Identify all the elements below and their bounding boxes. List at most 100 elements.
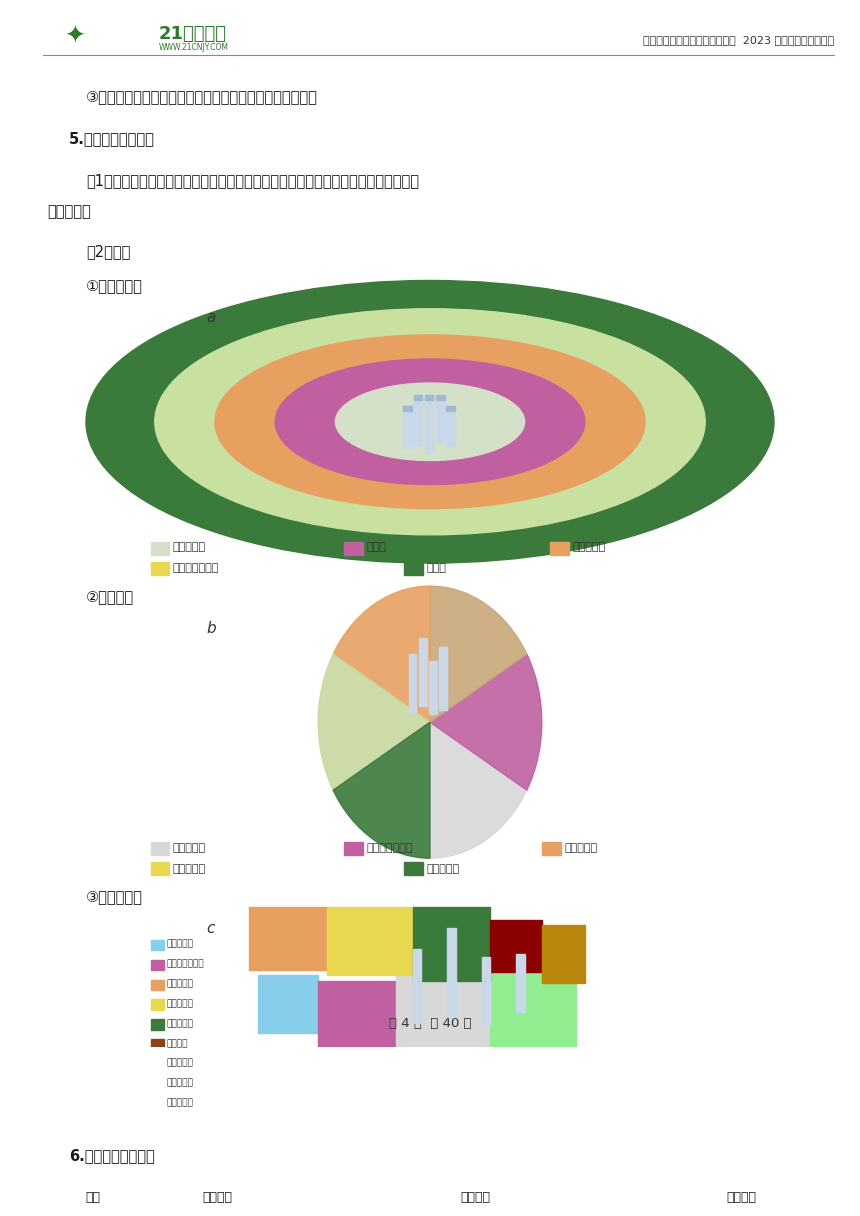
Bar — [404, 562, 423, 575]
Text: 郊外工业区: 郊外工业区 — [167, 1098, 194, 1108]
Bar — [414, 394, 422, 400]
Text: ③历史因素：早期的土地利用对日后功能分区有深远影响。: ③历史因素：早期的土地利用对日后功能分区有深远影响。 — [86, 89, 318, 103]
Bar — [396, 970, 490, 1070]
Bar — [654, 1214, 830, 1216]
Bar — [150, 1000, 164, 1010]
Bar — [327, 907, 413, 975]
Bar — [408, 654, 416, 711]
Bar — [490, 966, 576, 1048]
Text: 第 4 页  共 40 页: 第 4 页 共 40 页 — [389, 1017, 471, 1030]
Bar — [436, 395, 445, 400]
Text: WWW.21CNJY.COM: WWW.21CNJY.COM — [159, 43, 229, 52]
Ellipse shape — [215, 334, 645, 508]
Bar — [419, 638, 427, 706]
Text: 批发、轻工业区: 批发、轻工业区 — [366, 843, 413, 852]
Text: 低级住宅区: 低级住宅区 — [564, 843, 598, 852]
Text: c: c — [206, 921, 215, 936]
Wedge shape — [333, 586, 430, 722]
Bar — [258, 975, 318, 1032]
Bar — [150, 843, 169, 855]
Bar — [403, 406, 412, 447]
Text: 低级住宅区: 低级住宅区 — [167, 979, 194, 989]
Bar — [482, 957, 490, 1025]
Bar — [297, 1182, 654, 1214]
Text: 工人住宅带: 工人住宅带 — [573, 542, 606, 552]
Bar — [413, 907, 490, 980]
Text: 批发、轻工业区: 批发、轻工业区 — [167, 959, 205, 968]
Text: ③多核心模式: ③多核心模式 — [86, 890, 143, 905]
Bar — [439, 647, 447, 710]
Bar — [344, 843, 363, 855]
Bar — [150, 542, 169, 554]
Bar — [550, 542, 569, 554]
Bar — [138, 1214, 297, 1216]
Bar — [490, 921, 542, 973]
Bar — [150, 1019, 164, 1030]
Text: 6.聚落的分布及形态: 6.聚落的分布及形态 — [69, 1148, 155, 1162]
Text: 21世纪教育: 21世纪教育 — [159, 26, 227, 43]
Text: b: b — [206, 620, 216, 636]
Text: 次级商务区: 次级商务区 — [167, 1059, 194, 1068]
Text: 聚落形态: 聚落形态 — [727, 1190, 757, 1204]
Bar — [249, 907, 327, 970]
Text: 中级住宅区: 中级住宅区 — [173, 863, 206, 873]
Bar — [414, 394, 422, 445]
Bar — [413, 950, 421, 1023]
Ellipse shape — [335, 383, 525, 461]
Text: 通勤带: 通勤带 — [427, 563, 446, 573]
Bar — [516, 955, 525, 1012]
Ellipse shape — [86, 281, 774, 563]
Bar — [425, 395, 433, 400]
Text: 郊外住宅区: 郊外住宅区 — [167, 1079, 194, 1087]
Bar — [47, 1182, 138, 1214]
Text: 高级住宅区: 高级住宅区 — [427, 863, 460, 873]
Text: 地域结构。: 地域结构。 — [47, 204, 91, 219]
Bar — [138, 1182, 297, 1214]
Text: 中小学教育资源及组卷应用平台  2023 届高三地理二轮复习: 中小学教育资源及组卷应用平台 2023 届高三地理二轮复习 — [643, 34, 834, 45]
Bar — [425, 395, 433, 452]
Bar — [344, 542, 363, 554]
Bar — [404, 862, 423, 876]
Bar — [150, 959, 164, 970]
Ellipse shape — [155, 309, 705, 535]
Wedge shape — [430, 654, 542, 790]
Bar — [150, 1059, 164, 1070]
Bar — [150, 1079, 164, 1090]
Bar — [446, 406, 455, 446]
Text: 高级住宅区: 高级住宅区 — [167, 1019, 194, 1028]
Bar — [150, 1099, 164, 1109]
Text: a: a — [206, 310, 216, 325]
Bar — [150, 1040, 164, 1049]
Text: 中级住宅区: 中级住宅区 — [167, 1000, 194, 1008]
Bar — [150, 980, 164, 990]
Text: 原因分析: 原因分析 — [460, 1190, 490, 1204]
Bar — [446, 406, 455, 411]
Bar — [297, 1214, 654, 1216]
Wedge shape — [430, 722, 527, 858]
Text: （1）含义：城镇中不同功能区的分布和组合构成了城镇内部的空间结构，也叫做城镇: （1）含义：城镇中不同功能区的分布和组合构成了城镇内部的空间结构，也叫做城镇 — [86, 173, 419, 187]
Text: 地区: 地区 — [85, 1190, 100, 1204]
Text: 过渡带: 过渡带 — [366, 542, 386, 552]
Bar — [403, 406, 412, 411]
Text: 中心商务区: 中心商务区 — [173, 542, 206, 552]
Text: 中产阶层住宅带: 中产阶层住宅带 — [173, 563, 219, 573]
Bar — [654, 1182, 830, 1214]
Bar — [150, 562, 169, 575]
Text: 中心商务区: 中心商务区 — [173, 843, 206, 852]
Bar — [542, 925, 585, 983]
Wedge shape — [430, 586, 527, 722]
Text: 中心商务区: 中心商务区 — [167, 940, 194, 948]
Text: ✦: ✦ — [64, 24, 85, 49]
Wedge shape — [333, 722, 430, 858]
Text: ②扇形模式: ②扇形模式 — [86, 590, 134, 604]
Bar — [318, 980, 396, 1059]
Text: ①同心圆模式: ①同心圆模式 — [86, 278, 143, 293]
Bar — [150, 940, 164, 950]
Bar — [542, 843, 561, 855]
Bar — [47, 1214, 138, 1216]
Text: 聚落分布: 聚落分布 — [202, 1190, 232, 1204]
Ellipse shape — [275, 359, 585, 484]
Text: 重工业区: 重工业区 — [167, 1038, 188, 1048]
Text: （2）模式: （2）模式 — [86, 244, 131, 259]
Text: 5.城镇内部空间结构: 5.城镇内部空间结构 — [69, 131, 155, 146]
